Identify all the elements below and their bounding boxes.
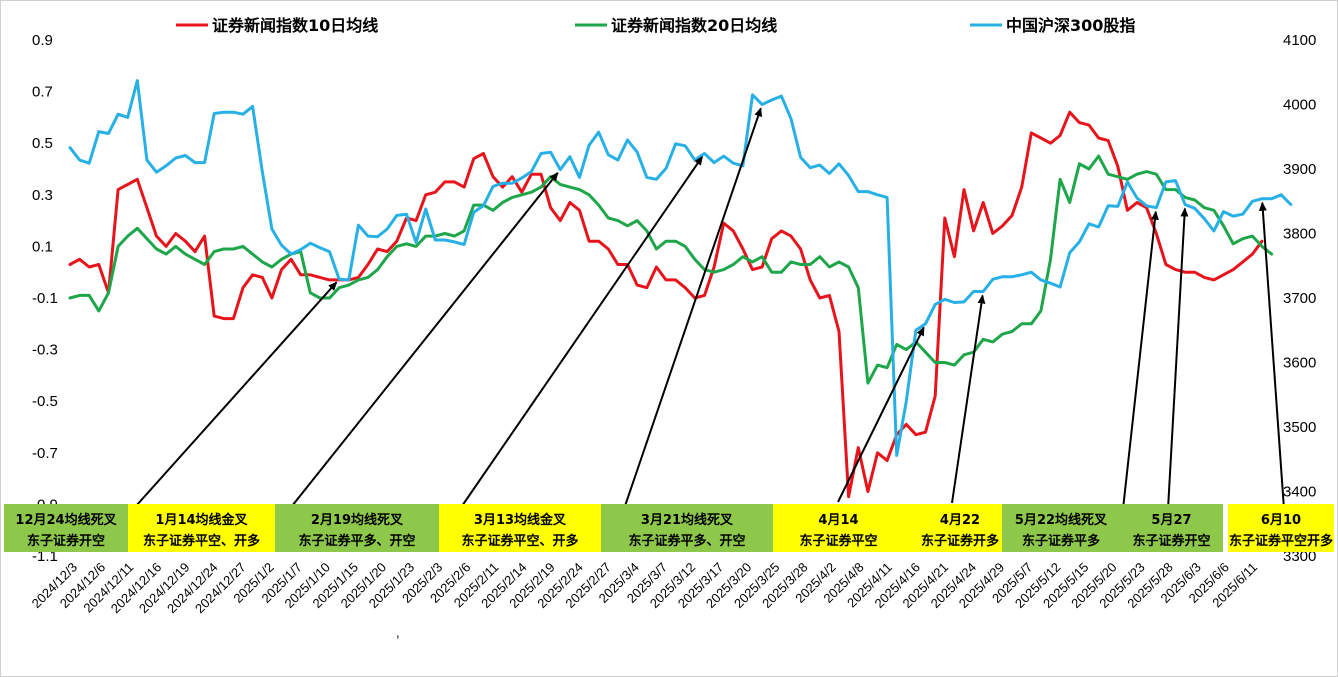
annotation-background	[128, 504, 275, 552]
left-axis-tick-label: -1.1	[32, 548, 58, 565]
right-axis-tick-label: 3900	[1283, 161, 1316, 178]
left-axis-tick-label: 0.7	[32, 84, 53, 101]
annotation-line-1: 1月14均线金叉	[155, 512, 248, 528]
annotation-line-1: 2月19均线死叉	[311, 512, 404, 528]
left-axis-tick-label: 0.3	[32, 187, 53, 204]
annotation-line-2: 东子证券平空	[799, 533, 877, 549]
annotations: 12月24均线死叉东子证券开空1月14均线金叉东子证券平空、开多2月19均线死叉…	[4, 504, 1334, 552]
x-axis: 2024/12/32024/12/62024/12/112024/12/1620…	[29, 560, 1261, 640]
right-axis-tick-label: 4100	[1283, 32, 1316, 49]
annotation-box: 6月10 东子证券平空开多	[1228, 504, 1334, 552]
right-axis-tick-label: 3300	[1283, 548, 1316, 565]
left-axis-tick-label: -0.5	[32, 393, 58, 410]
annotation-line-1: 5月22均线死叉	[1015, 512, 1108, 528]
annotation-arrows	[135, 107, 1285, 510]
annotation-line-2: 东子证券平多、开空	[628, 533, 745, 549]
legend-label: 证券新闻指数20日均线	[611, 16, 777, 35]
right-axis-tick-label: 3600	[1283, 355, 1316, 372]
annotation-arrow	[461, 155, 704, 507]
annotation-background	[1002, 504, 1120, 552]
annotation-background	[904, 504, 1016, 552]
right-axis-tick-label: 3500	[1283, 419, 1316, 436]
annotation-line-2: 东子证券平多	[1022, 533, 1100, 549]
annotation-line-1: 5月27	[1151, 513, 1191, 528]
annotation-line-1: 4月14	[818, 513, 858, 528]
left-axis: 0.90.70.50.30.1-0.1-0.3-0.5-0.7-0.9-1.1	[32, 32, 58, 565]
right-axis-tick-label: 3700	[1283, 290, 1316, 307]
right-axis-tick-label: 3400	[1283, 484, 1316, 501]
left-axis-tick-label: 0.9	[32, 32, 53, 49]
legend-label: 证券新闻指数10日均线	[212, 16, 378, 35]
annotation-arrow	[837, 326, 925, 503]
annotation-line-2: 东子证券开多	[921, 533, 999, 549]
annotation-arrow	[291, 172, 559, 507]
annotation-background	[439, 504, 601, 552]
annotation-arrow	[1167, 207, 1189, 510]
annotation-arrow	[624, 107, 763, 507]
left-axis-tick-label: -0.1	[32, 290, 58, 307]
left-axis-tick-label: -0.3	[32, 342, 58, 359]
x-axis-stray-mark: ,	[396, 625, 400, 640]
annotation-box: 4月22 东子证券开多	[904, 504, 1016, 552]
annotation-line-2: 东子证券平空、开多	[143, 533, 260, 549]
annotation-arrow	[951, 294, 986, 504]
annotation-background	[4, 504, 128, 552]
right-axis-tick-label: 4000	[1283, 97, 1316, 114]
annotation-background	[275, 504, 439, 552]
series-line-2	[68, 154, 1274, 385]
legend: 证券新闻指数10日均线 证券新闻指数20日均线 中国沪深300股指	[176, 16, 1135, 35]
annotation-line-1: 6月10	[1261, 513, 1301, 528]
right-axis-tick-label: 3800	[1283, 226, 1316, 243]
left-axis-tick-label: 0.5	[32, 135, 53, 152]
annotation-line-1: 3月21均线死叉	[641, 512, 734, 528]
left-axis-tick-label: 0.1	[32, 238, 53, 255]
annotation-line-1: 3月13均线金叉	[474, 512, 567, 528]
series-line-3	[68, 79, 1293, 457]
annotation-line-2: 东子证券平多、开空	[298, 533, 415, 549]
legend-label: 中国沪深300股指	[1006, 16, 1135, 35]
series-group	[68, 79, 1293, 499]
annotation-line-2: 东子证券平空开多	[1229, 533, 1333, 549]
annotation-background	[601, 504, 773, 552]
annotation-box: 4月14 东子证券平空	[773, 504, 904, 552]
annotation-line-2: 东子证券开空	[1132, 533, 1210, 549]
left-axis-tick-label: -0.7	[32, 445, 58, 462]
right-axis: 4100 4000 3900 3800 3700 3600 3500 3400 3300	[1283, 32, 1316, 565]
annotation-line-1: 12月24均线死叉	[15, 512, 117, 528]
annotation-box: 5月27 东子证券开空	[1120, 504, 1223, 552]
annotation-line-2: 东子证券开空	[27, 533, 105, 549]
annotation-background	[1120, 504, 1223, 552]
annotation-line-1: 4月22	[940, 513, 980, 528]
annotation-background	[1228, 504, 1334, 552]
annotation-arrow	[1122, 210, 1159, 510]
annotation-line-2: 东子证券平空、开多	[461, 533, 578, 549]
annotation-arrow	[135, 281, 338, 507]
annotation-arrow	[1258, 201, 1285, 510]
series-line-1	[68, 110, 1264, 499]
annotation-background	[773, 504, 904, 552]
